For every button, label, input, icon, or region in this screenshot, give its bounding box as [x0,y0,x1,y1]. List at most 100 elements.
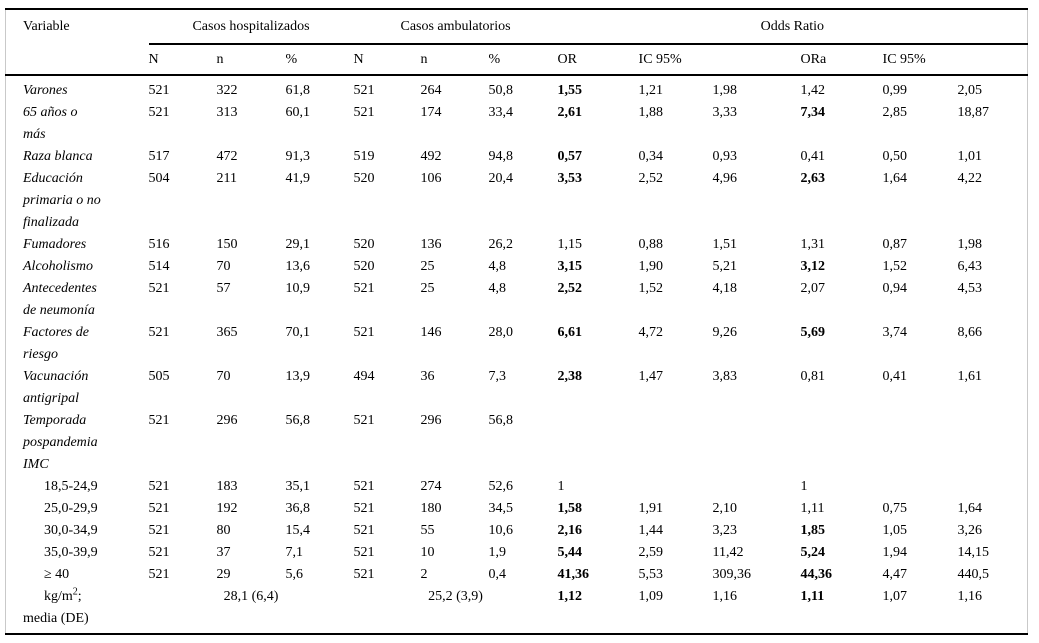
value-cell: 472 [216,149,238,164]
table-row: Raza blanca 517 472 91,3 519 492 94,8 0,57 0,34 0… [6,146,1028,168]
value-cell [958,476,1028,498]
value-cell: 520 [353,259,375,274]
table-row: Vacunación antigripal 505 70 13,9 494 36 7,3 2,3… [6,366,1028,410]
value-cell: 514 [148,259,170,274]
value-cell: 1,44 [638,523,664,538]
value-cell [489,454,558,476]
table-row: 35,0-39,9 521 37 7,1 521 10 1,9 5,44 2,59 11,42 5,… [6,542,1028,564]
value-cell: 520 [353,237,375,252]
value-cell: 1,61 [957,369,983,384]
value-cell: 211 [216,171,237,186]
value-cell: 1,05 [882,523,908,538]
results-table: Variable Casos hospitalizados Casos ambu… [5,8,1029,635]
value-cell: 10 [420,545,435,560]
value-cell: 61,8 [285,83,311,98]
column-header-n-small-hosp: n [216,44,286,76]
value-cell: 1,51 [712,237,738,252]
value-cell: 1,12 [557,589,583,604]
value-cell: 70 [216,259,231,274]
value-cell: 1,15 [557,237,583,252]
value-cell: 11,42 [712,545,744,560]
value-cell [558,410,639,454]
value-cell: 25 [420,281,435,296]
value-cell: 1,16 [712,589,738,604]
value-cell [639,476,713,498]
value-cell: 0,94 [882,281,908,296]
table-row: 30,0-34,9 521 80 15,4 521 55 10,6 2,16 1,44 3,23 1… [6,520,1028,542]
value-cell: 2 [420,567,428,582]
value-cell: 1,64 [882,171,908,186]
value-cell: 4,8 [488,259,507,274]
value-cell: 1,91 [638,501,664,516]
value-cell: 1,52 [638,281,664,296]
value-cell: 2,61 [557,105,583,120]
table-row: 25,0-29,9 521 192 36,8 521 180 34,5 1,58 1,91 2,1… [6,498,1028,520]
variable-cell: ≥ 40 [44,567,70,582]
value-cell: 3,53 [557,171,583,186]
variable-cell: Antecedentes de neumonía [23,281,97,318]
value-cell: 521 [148,83,170,98]
value-cell: 1 [557,479,565,494]
table-row: 65 años o más 521 313 60,1 521 174 33,4 2,61 1,88… [6,102,1028,146]
value-cell: 8,66 [957,325,983,340]
column-header-n-amb: N [353,44,421,76]
value-cell [149,454,217,476]
value-cell: 521 [353,501,375,516]
value-cell [558,454,639,476]
value-cell: 0,4 [488,567,507,582]
value-cell: 1,58 [557,501,583,516]
value-cell: 521 [353,325,375,340]
table-row: Fumadores 516 150 29,1 520 136 26,2 1,15 0,88 1,5… [6,234,1028,256]
table-row: 18,5-24,9 521 183 35,1 521 274 52,6 1 1 [6,476,1028,498]
value-cell: 56,8 [488,413,514,428]
value-cell: 180 [420,501,442,516]
value-cell: 521 [353,413,375,428]
variable-cell: IMC [23,457,49,472]
subheader-row: N n % N n % OR IC 95% ORa IC 95% [6,44,1028,76]
summary-cell-hospitalized: 28,1 (6,4) [223,589,279,604]
value-cell: 521 [148,413,170,428]
value-cell [354,454,421,476]
variable-cell: 30,0-34,9 [44,523,98,538]
value-cell: 1,98 [957,237,983,252]
value-cell: 174 [420,105,442,120]
value-cell: 2,10 [712,501,738,516]
table-row: ≥ 40 521 29 5,6 521 2 0,4 41,36 5,53 309,36 44,36 4… [6,564,1028,586]
value-cell: 15,4 [285,523,311,538]
value-cell: 29 [216,567,231,582]
variable-cell: 35,0-39,9 [44,545,98,560]
value-cell: 1,88 [638,105,664,120]
value-cell: 2,59 [638,545,664,560]
value-cell: 0,41 [800,149,826,164]
value-cell: 36,8 [285,501,311,516]
table-row: Factores de riesgo 521 365 70,1 521 146 28,0 6,6… [6,322,1028,366]
value-cell: 7,1 [285,545,304,560]
value-cell: 0,34 [638,149,664,164]
value-cell: 1,55 [557,83,583,98]
value-cell: 6,61 [557,325,583,340]
value-cell: 94,8 [488,149,514,164]
value-cell: 274 [420,479,442,494]
value-cell [421,454,489,476]
value-cell: 146 [420,325,442,340]
value-cell: 1,07 [882,589,908,604]
variable-cell: Temporada pospandemia [23,413,98,450]
value-cell: 3,83 [712,369,738,384]
value-cell: 34,5 [488,501,514,516]
value-cell: 55 [420,523,435,538]
value-cell [286,454,354,476]
value-cell: 1,64 [957,501,983,516]
value-cell: 0,81 [800,369,826,384]
variable-cell: Educación primaria o no finalizada [23,171,101,230]
value-cell: 492 [420,149,442,164]
value-cell: 10,9 [285,281,311,296]
table-row: Alcoholismo 514 70 13,6 520 25 4,8 3,15 1,90 5,21… [6,256,1028,278]
value-cell: 1,52 [882,259,908,274]
value-cell: 521 [353,105,375,120]
value-cell: 2,52 [557,281,583,296]
value-cell: 1,9 [488,545,507,560]
column-header-variable: Variable [5,9,149,76]
table-row: Antecedentes de neumonía 521 57 10,9 521 25 4,8… [6,278,1028,322]
value-cell [713,476,801,498]
column-group-ambulatory-cases: Casos ambulatorios [353,9,558,45]
